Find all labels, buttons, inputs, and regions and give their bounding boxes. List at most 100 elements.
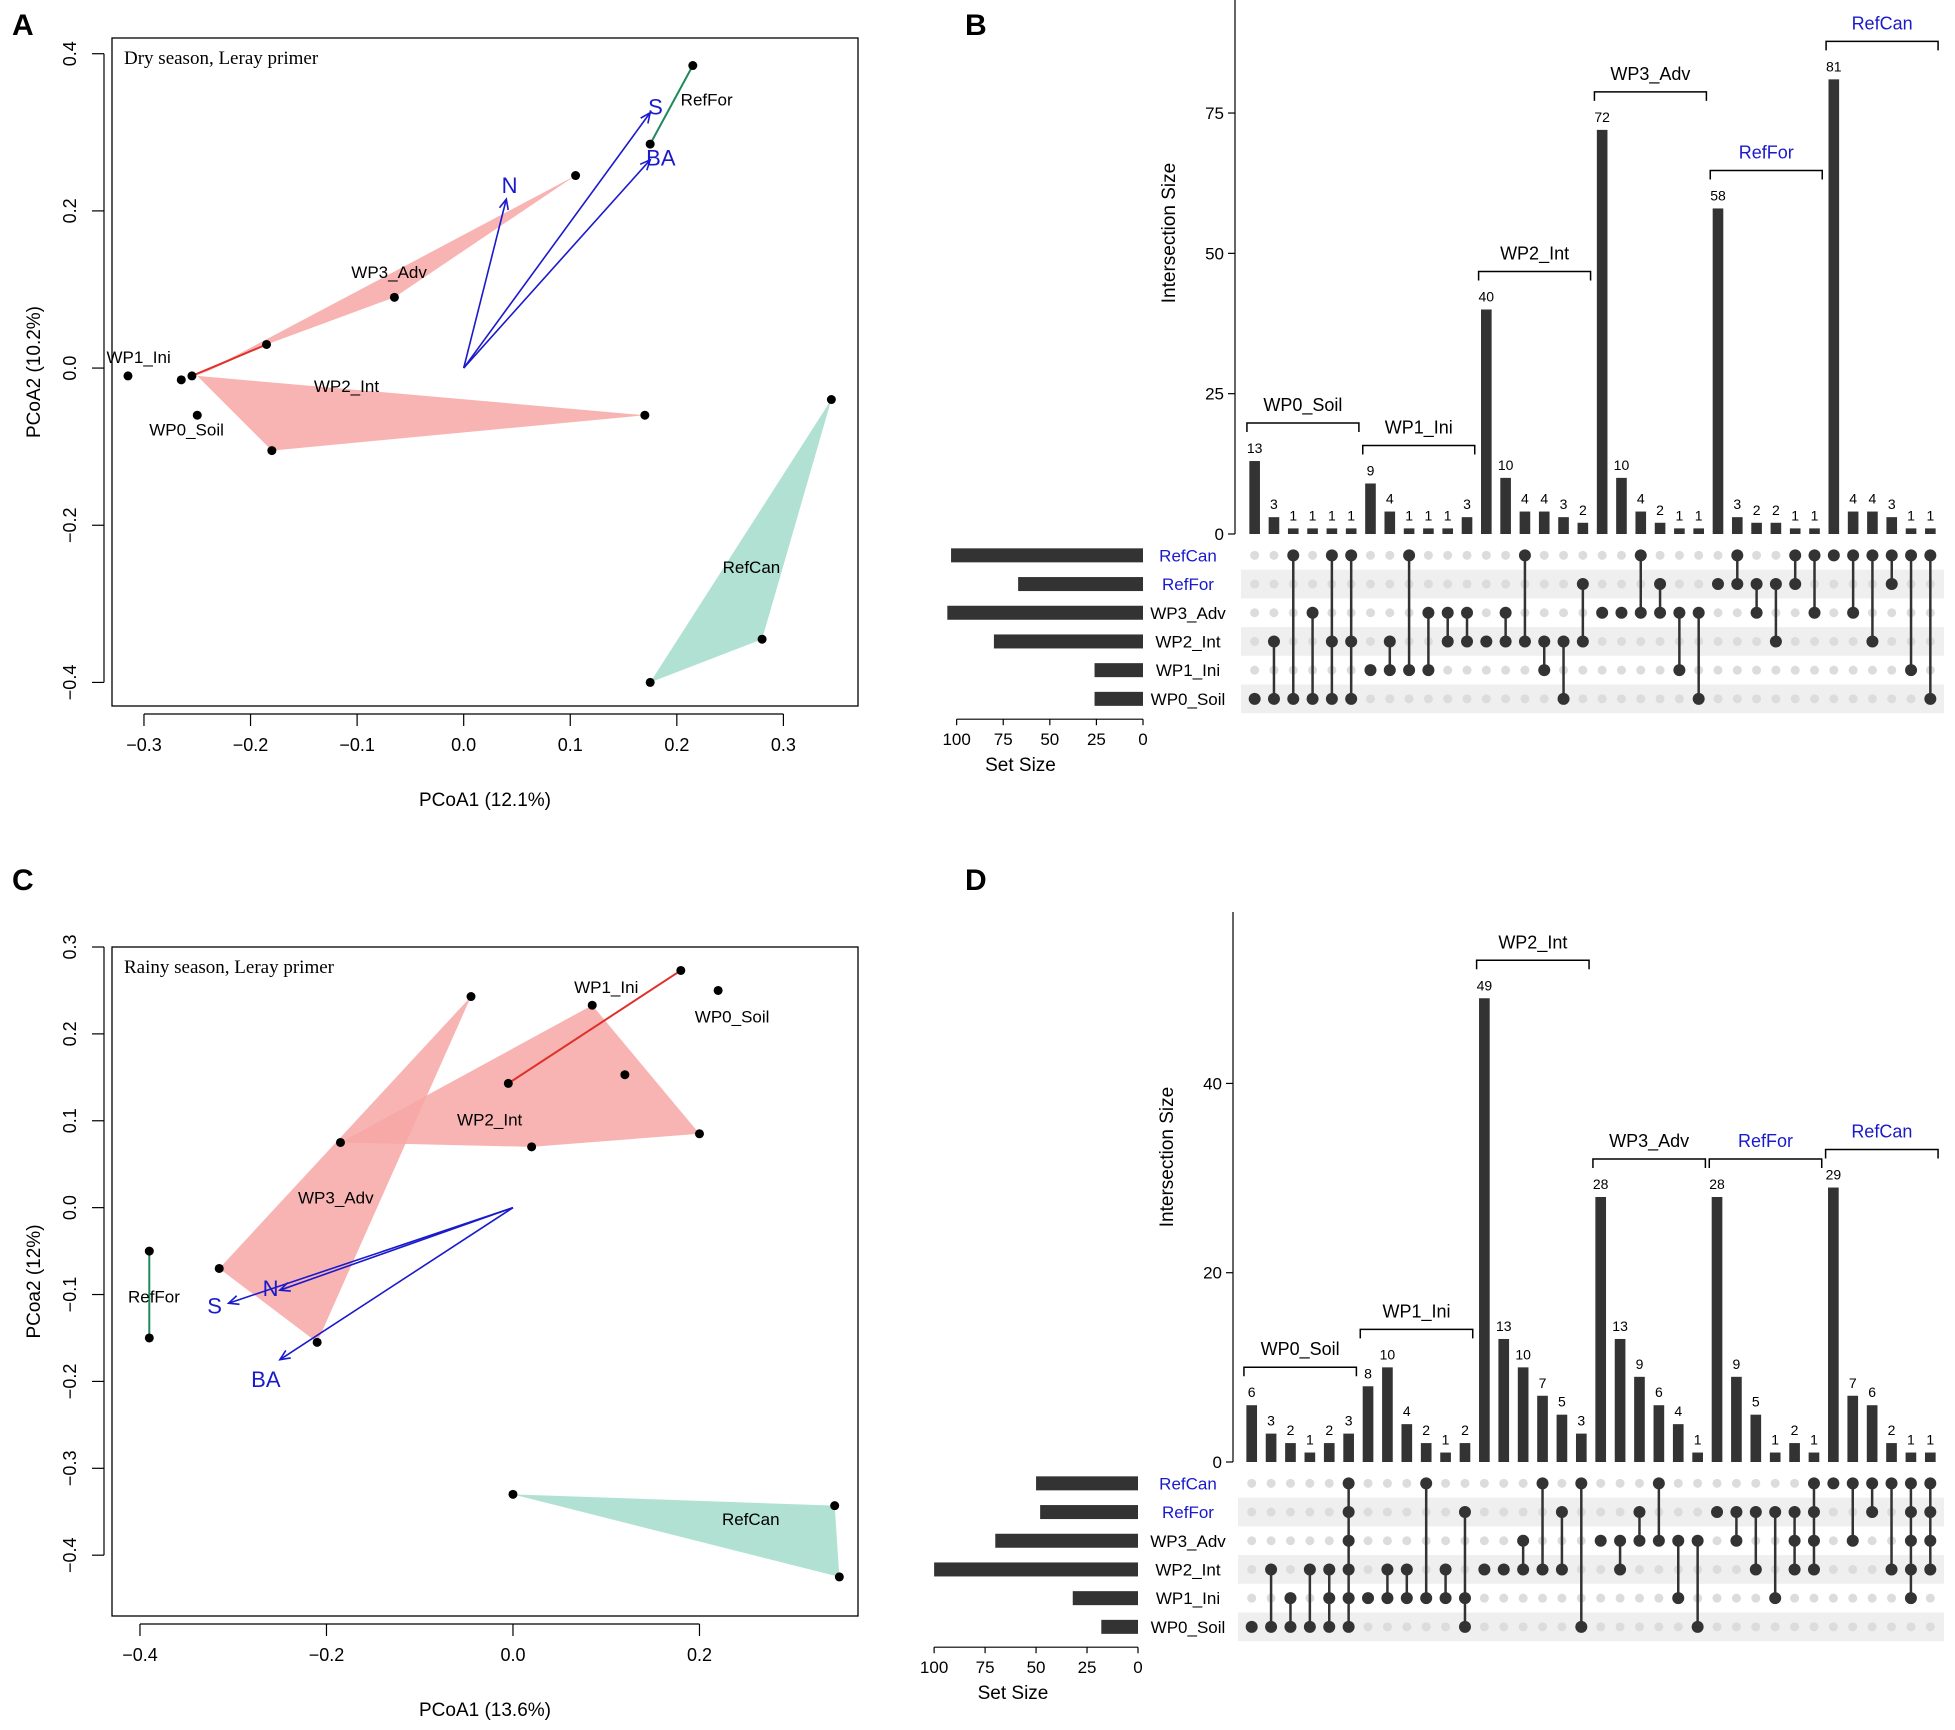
matrix-empty-dot	[1596, 1593, 1606, 1603]
set-size-bar	[1040, 1505, 1138, 1520]
set-label-reffor: RefFor	[1162, 1503, 1214, 1522]
arrow-ba-shaft	[463, 159, 651, 369]
matrix-empty-dot	[1479, 1593, 1489, 1603]
set-size-tick-label: 100	[920, 1658, 948, 1677]
matrix-empty-dot	[1655, 636, 1665, 646]
matrix-active-dot	[1461, 606, 1474, 619]
matrix-empty-dot	[1751, 1478, 1761, 1488]
matrix-empty-dot	[1423, 550, 1433, 560]
matrix-active-dot	[1691, 1620, 1704, 1633]
matrix-empty-dot	[1655, 550, 1665, 560]
matrix-empty-dot	[1285, 1536, 1295, 1546]
set-size-bar	[1101, 1619, 1138, 1634]
group-label-wp2-int: WP2_Int	[457, 1110, 522, 1129]
data-point	[508, 1489, 518, 1499]
matrix-empty-dot	[1790, 694, 1800, 704]
matrix-empty-dot	[1654, 1593, 1664, 1603]
intersection-bar	[1384, 511, 1396, 534]
data-point	[214, 1263, 224, 1273]
matrix-active-dot	[1750, 606, 1763, 619]
matrix-active-dot	[1596, 606, 1609, 619]
set-size-bars: 100 75 50 25 0 Set Size	[920, 1476, 1143, 1704]
intersection-value-label: 40	[1479, 288, 1495, 304]
x-axis-title: PCoA1 (12.1%)	[419, 790, 551, 811]
matrix-empty-dot	[1752, 694, 1762, 704]
matrix-active-dot	[1885, 1477, 1898, 1490]
matrix-row-shade	[1241, 627, 1944, 656]
intersection-value-label: 2	[1656, 502, 1664, 518]
panel-letter-b: B	[965, 9, 987, 42]
intersection-value-label: 8	[1364, 1365, 1372, 1381]
matrix-active-dot	[1730, 1506, 1743, 1519]
matrix-empty-dot	[1810, 694, 1820, 704]
group-label-wp1-ini: WP1_Ini	[107, 348, 171, 367]
matrix-empty-dot	[1790, 1593, 1800, 1603]
intersection-value-label: 5	[1752, 1394, 1760, 1410]
intersection-value-label: 1	[1926, 507, 1934, 523]
intersection-bar	[1886, 1443, 1897, 1462]
matrix-empty-dot	[1462, 550, 1472, 560]
matrix-empty-dot	[1596, 1478, 1606, 1488]
matrix-empty-dot	[1441, 1478, 1451, 1488]
matrix-empty-dot	[1385, 608, 1395, 618]
matrix-empty-dot	[1266, 1478, 1276, 1488]
data-point	[527, 1142, 537, 1152]
matrix-active-dot	[1614, 1563, 1627, 1576]
matrix-empty-dot	[1250, 579, 1260, 589]
matrix-row-shade	[1238, 1497, 1944, 1527]
data-point	[834, 1572, 844, 1582]
matrix-active-dot	[1788, 1563, 1801, 1576]
matrix-empty-dot	[1887, 1622, 1897, 1632]
matrix-empty-dot	[1402, 1507, 1412, 1517]
intersection-value-label: 2	[1422, 1422, 1430, 1438]
matrix-empty-dot	[1848, 665, 1858, 675]
matrix-empty-dot	[1636, 694, 1646, 704]
arrow-label-ba: BA	[251, 1367, 281, 1392]
matrix-active-dot	[1555, 1506, 1568, 1519]
matrix-empty-dot	[1247, 1564, 1257, 1574]
matrix-empty-dot	[1441, 1536, 1451, 1546]
group-label-reffor: RefFor	[681, 90, 733, 109]
intersection-tick-label: 20	[1203, 1264, 1222, 1283]
matrix-empty-dot	[1906, 1622, 1916, 1632]
group-bracket-refcan	[1825, 40, 1939, 51]
matrix-empty-dot	[1906, 694, 1916, 704]
matrix-active-dot	[1267, 635, 1280, 648]
matrix-active-dot	[1827, 1477, 1840, 1490]
matrix-empty-dot	[1790, 1478, 1800, 1488]
intersection-value-label: 72	[1594, 109, 1610, 125]
matrix-empty-dot	[1674, 550, 1684, 560]
matrix-empty-dot	[1673, 1507, 1683, 1517]
matrix-empty-dot	[1634, 1478, 1644, 1488]
y-axis-title: PCoa2 (12%)	[24, 1224, 45, 1338]
matrix-active-dot	[1381, 1592, 1394, 1605]
matrix-empty-dot	[1518, 1593, 1528, 1603]
set-size-bar	[1094, 691, 1143, 706]
intersection-bar	[1654, 522, 1666, 534]
data-point	[312, 1337, 322, 1347]
matrix-empty-dot	[1499, 1593, 1509, 1603]
matrix-empty-dot	[1867, 1564, 1877, 1574]
matrix-active-dot	[1422, 606, 1435, 619]
y-tick-label: −0.4	[60, 1537, 80, 1573]
matrix-active-dot	[1769, 1592, 1782, 1605]
intersection-bar	[1498, 1338, 1510, 1462]
matrix-active-dot	[1557, 692, 1570, 705]
intersection-bar	[1479, 998, 1490, 1462]
matrix-active-dot	[1518, 549, 1531, 562]
matrix-empty-dot	[1655, 665, 1665, 675]
data-point	[645, 677, 655, 687]
matrix-empty-dot	[1363, 1564, 1373, 1574]
intersection-bar	[1731, 1376, 1742, 1462]
matrix-active-dot	[1847, 549, 1860, 562]
matrix-active-dot	[1905, 664, 1918, 677]
matrix-empty-dot	[1674, 579, 1684, 589]
matrix-empty-dot	[1365, 608, 1375, 618]
y-axis-title: PCoA2 (10.2%)	[24, 306, 45, 438]
matrix-empty-dot	[1481, 579, 1491, 589]
matrix-empty-dot	[1693, 1478, 1703, 1488]
intersection-bar	[1442, 528, 1454, 534]
intersection-value-label: 4	[1403, 1403, 1411, 1419]
arrow-ba-head	[278, 1350, 291, 1361]
arrow-ba-shaft	[279, 1206, 514, 1361]
